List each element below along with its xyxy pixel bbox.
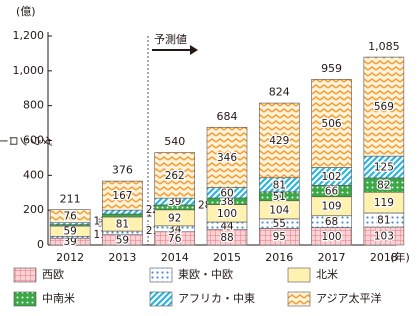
- total-label: 1,085: [368, 40, 400, 53]
- bar-segment: [258, 102, 300, 179]
- data-label: 92: [168, 212, 181, 224]
- data-label: 76: [168, 233, 182, 245]
- x-tick-label: 2018: [370, 251, 398, 264]
- annotation: 予測値: [154, 32, 187, 46]
- bar-segment: [154, 152, 196, 199]
- data-label: 82: [377, 180, 390, 192]
- y-unit: (億): [16, 5, 36, 18]
- legend-label: アジア太平洋: [316, 291, 382, 305]
- data-label: 506: [322, 118, 342, 130]
- bar-segment: [206, 126, 248, 188]
- total-label: 684: [217, 110, 238, 123]
- legend-label: 東欧・中欧: [178, 268, 233, 281]
- data-label: 59: [116, 234, 129, 246]
- bar-segment: [102, 213, 143, 218]
- data-label: 81: [377, 215, 390, 227]
- x-tick-label: 2013: [108, 251, 136, 264]
- legend-swatch: [149, 267, 173, 283]
- x-tick-label: 2016: [265, 251, 293, 264]
- y-tick-label: 800: [23, 99, 44, 112]
- data-label: 167: [112, 190, 132, 202]
- data-label: 262: [165, 170, 185, 182]
- legend-swatch: [287, 291, 311, 307]
- bar-segment: [102, 180, 143, 211]
- y-tick-label: 200: [23, 203, 44, 216]
- data-label: 76: [63, 211, 77, 223]
- y-tick-label: 0: [37, 238, 44, 251]
- bar-segment: [311, 79, 352, 168]
- total-label: 540: [164, 135, 185, 148]
- x-tick-label: 2017: [318, 251, 346, 264]
- data-label: 346: [217, 152, 237, 164]
- data-label: 68: [325, 216, 338, 228]
- x-unit: (年): [390, 250, 410, 264]
- y-tick-label: 400: [23, 168, 44, 181]
- total-label: 211: [60, 192, 81, 205]
- bar-segment: [363, 56, 405, 157]
- data-label: 44: [220, 220, 234, 232]
- data-label: 100: [217, 208, 237, 220]
- x-tick-label: 2012: [56, 251, 84, 264]
- data-label: 119: [374, 197, 394, 209]
- total-label: 959: [321, 62, 342, 75]
- total-label: 376: [112, 164, 133, 177]
- bar-segment: [49, 209, 91, 224]
- data-label: 51: [273, 191, 286, 203]
- y-tick-label: 600: [23, 134, 44, 147]
- data-label: 125: [374, 162, 394, 174]
- y-tick-label: 1,200: [13, 29, 45, 42]
- bar-segment: [102, 230, 143, 236]
- forecast-arrowhead: [190, 45, 198, 55]
- y-axis-label: ダウンロード数: [0, 134, 53, 147]
- data-label: 88: [220, 232, 233, 244]
- data-label: 60: [220, 187, 233, 199]
- legend-swatch: [149, 291, 173, 307]
- y-tick-label: 1,000: [13, 64, 45, 77]
- data-label: 102: [322, 171, 342, 183]
- legend-swatch: [287, 267, 311, 283]
- bar-segment: [102, 209, 143, 215]
- data-label: 66: [325, 186, 339, 198]
- data-label: 55: [273, 218, 286, 230]
- data-label: 8: [97, 217, 104, 229]
- data-label: 103: [374, 231, 394, 243]
- data-label: 95: [273, 231, 286, 243]
- data-label: 59: [63, 226, 76, 238]
- legend-label: アフリカ・中東: [178, 292, 255, 305]
- x-tick-label: 2015: [213, 251, 241, 264]
- legend-label: 西欧: [42, 268, 64, 281]
- legend-swatch: [13, 291, 37, 307]
- legend-swatch: [13, 267, 37, 283]
- data-label: 104: [269, 204, 289, 216]
- legend-label: 北米: [316, 268, 338, 281]
- data-label: 81: [116, 219, 129, 231]
- data-label: 429: [269, 135, 289, 147]
- data-label: 81: [273, 179, 286, 191]
- total-label: 824: [269, 85, 290, 98]
- data-label: 100: [322, 231, 342, 243]
- legend-label: 中南米: [42, 292, 75, 305]
- data-label: 569: [374, 101, 394, 113]
- data-label: 109: [322, 201, 342, 213]
- x-tick-label: 2014: [161, 251, 189, 264]
